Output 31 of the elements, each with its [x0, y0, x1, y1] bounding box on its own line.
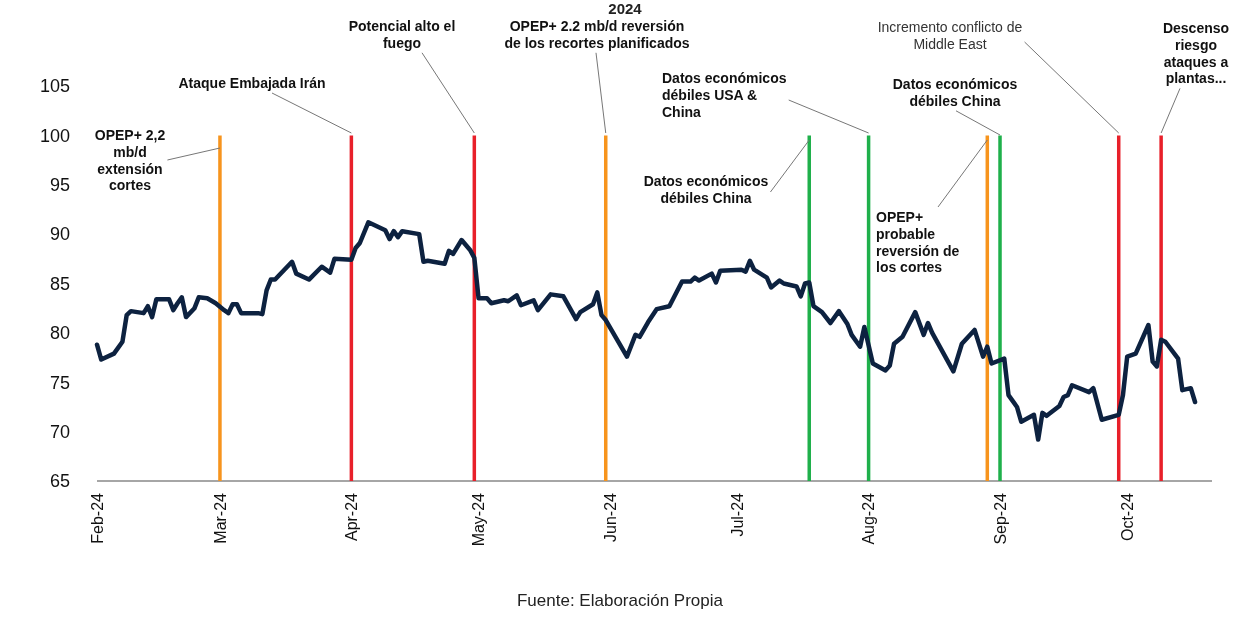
y-tick-label: 90 [49, 224, 70, 245]
ref-line-label: OPEP+ 2.2 mb/d reversión de los recortes planificados [504, 18, 690, 51]
y-tick-label: 80 [49, 323, 70, 344]
ref-line-label: Incremento conflicto de Middle East [877, 19, 1023, 52]
ref-line-label: Datos económicos débiles USA & China [662, 70, 787, 120]
ref-line-label: Datos económicos débiles China [892, 76, 1018, 109]
y-tick-label: 95 [49, 175, 70, 196]
chart-title: 2024 [608, 0, 643, 17]
x-tick-label: Feb-24 [88, 492, 106, 544]
source-note: Fuente: Elaboración Propia [516, 591, 724, 610]
x-tick-label: May-24 [470, 492, 488, 547]
ref-line-label: Ataque Embajada Irán [178, 75, 326, 91]
line-series [94, 220, 1198, 442]
x-tick-label: Apr-24 [342, 492, 360, 542]
y-tick-label: 100 [39, 125, 70, 146]
y-tick-label: 85 [49, 273, 70, 294]
y-tick-label: 70 [49, 421, 70, 442]
ref-line-label: OPEP+ probable reversión de los cortes [876, 209, 960, 276]
x-tick-label: Jun-24 [601, 492, 619, 542]
x-tick-label: Oct-24 [1118, 492, 1136, 542]
y-tick-label: 105 [39, 76, 70, 97]
x-tick-label: Aug-24 [860, 492, 878, 545]
x-tick-label: Sep-24 [991, 492, 1009, 545]
ref-line-label: Potencial alto el fuego [348, 18, 456, 51]
y-tick-label: 75 [49, 372, 70, 393]
ref-line-label: Datos económicos débiles China [643, 173, 769, 206]
ref-line-label: OPEP+ 2,2 mb/d extensión cortes [94, 127, 166, 194]
y-tick-label: 65 [49, 471, 70, 492]
ref-line-label: Descenso riesgo ataques a plantas... [1162, 20, 1230, 87]
x-tick-label: Jul-24 [728, 492, 746, 537]
x-tick-label: Mar-24 [211, 492, 229, 544]
